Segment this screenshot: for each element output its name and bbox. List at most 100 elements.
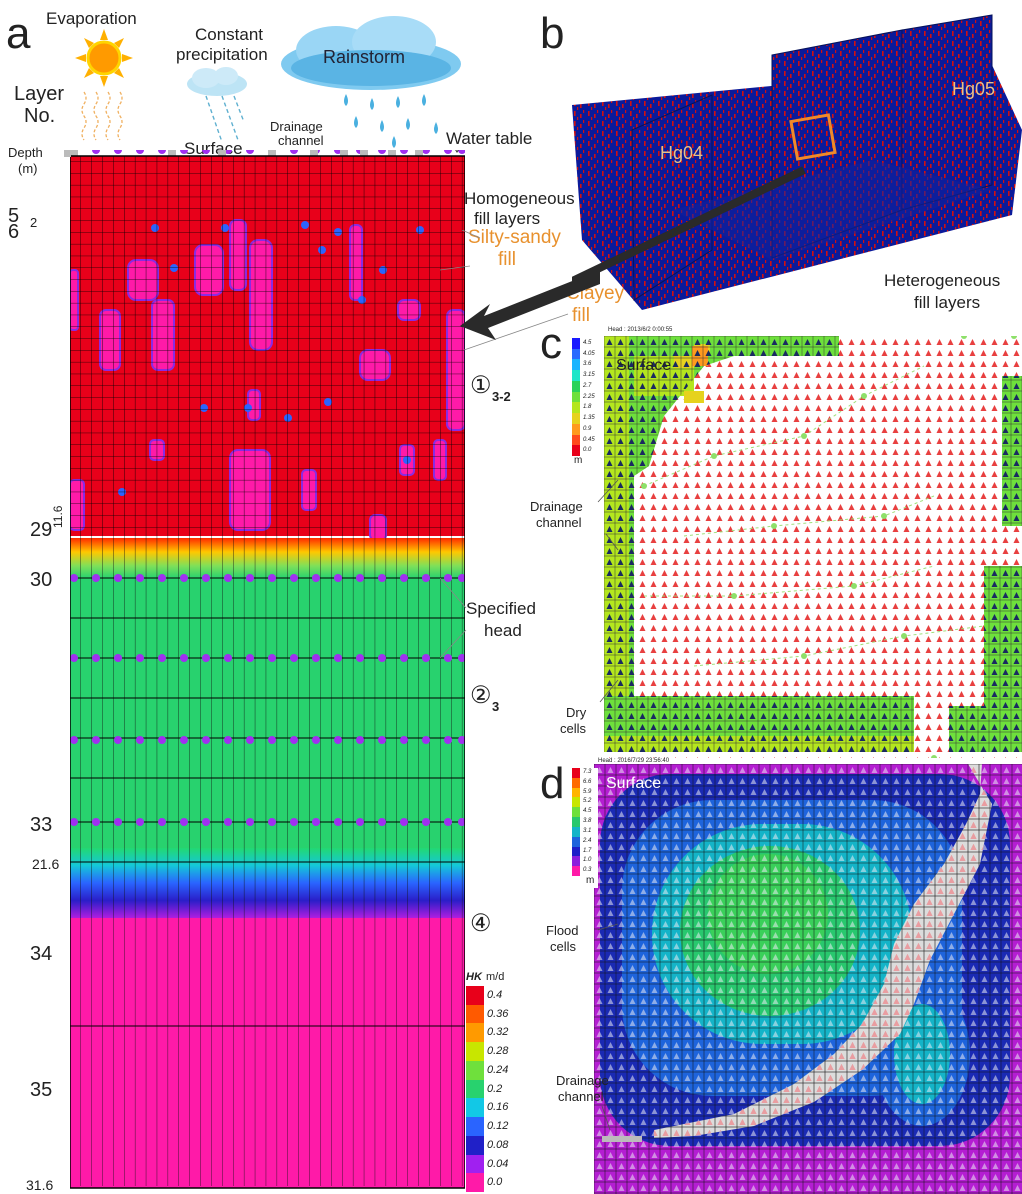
head-d-legend-swatch [572,836,580,847]
head-map-2016 [594,764,1022,1194]
evaporation-label: Evaporation [46,9,137,28]
head-c-legend: 4.5 4.05 3.6 3.15 2.7 2.25 1.8 1.35 0.9 0.45 0.0 m [572,338,604,468]
layer-code-2: ② [470,682,492,709]
hk-legend-swatch [466,1004,484,1024]
layer-no-label-1: Layer [14,83,65,105]
head-c-legend-swatch [572,338,580,349]
head-d-legend-value: 3.8 [583,818,592,825]
drainage-label-a-2: channel [278,133,324,148]
flood-cells-label-1: Flood [546,923,579,938]
layer-no-label-2: No. [24,105,56,127]
hk-legend-swatch [466,1117,484,1136]
clayey-label-2: fill [572,305,590,326]
hk-legend-swatch [466,1060,484,1080]
head-c-legend-swatch [572,359,580,371]
layer-code-1-sub: 3-2 [492,389,511,404]
head-c-legend-swatch [572,391,580,403]
hk-legend-swatch [466,986,484,1005]
water-table-label: Water table [446,129,533,148]
head-d-color-scale: 7.3 6.6 5.9 5.2 4.5 3.8 3.1 2.4 1.7 1.0 0.3 [572,768,598,876]
small-cloud-icon [187,67,247,143]
panel-a-label: a [6,9,31,58]
model-3d-view [572,14,1022,310]
arrow-b-to-a [460,270,600,340]
hk-legend-swatch [466,1135,484,1155]
surface-marker-left [64,150,71,157]
head-d-legend-swatch [572,787,580,798]
head-d-legend-swatch [572,826,580,837]
head-d-legend-swatch [572,846,580,857]
homogeneous-label-1: Homogeneous [464,189,575,208]
evaporation-wavy-lines [81,91,123,141]
head-d-legend-swatch [572,856,580,867]
depth-label-2: (m) [18,161,38,176]
hk-legend-value: 0.28 [487,1045,509,1058]
hk-legend-value: 0.04 [487,1157,509,1170]
head-d-legend-swatch [572,807,580,818]
hk-legend-value: 0.0 [487,1176,503,1189]
head-c-legend-swatch [572,348,580,360]
head-c-legend-swatch [572,445,580,456]
layer-number-29: 29 [30,519,53,541]
head-c-legend-swatch [572,402,580,414]
drainage-label-d-1: Drainage [556,1073,609,1088]
layer-number-5: 5 [8,205,20,227]
hg05-label: Hg05 [952,79,996,99]
silty-sandy-label-2: fill [498,249,516,270]
specified-head-label-2: head [484,621,522,640]
head-c-legend-swatch [572,423,580,435]
hk-legend-swatch [466,1098,484,1118]
homogeneous-label-2: fill layers [474,209,541,228]
panel-d-label: d [540,759,565,808]
layer-number-34: 34 [30,943,53,965]
hk-legend-value: 0.08 [487,1138,509,1151]
head-c-legend-value: 2.7 [583,382,592,389]
precipitation-label-2: precipitation [176,45,268,64]
hk-legend-swatch [466,1173,484,1192]
precipitation-label-1: Constant [194,25,264,44]
head-c-legend-swatch [572,434,580,446]
hk-legend-swatch [466,1042,484,1061]
hk-legend-value: 0.4 [487,989,503,1001]
head-c-legend-unit: m [574,455,583,466]
hk-legend-value: 0.36 [487,1007,509,1020]
leader-lines-d [597,923,619,1131]
panel-b-label: b [540,9,565,58]
hk-color-scale: 0.4 0.36 0.32 0.28 0.24 0.2 0.16 0.12 0.08 0.04 0.… [466,986,520,1192]
head-c-legend-value: 2.25 [583,393,595,400]
head-c-legend-value: 4.05 [583,350,595,357]
head-d-legend-value: 2.4 [583,837,592,844]
head-c-legend-swatch [572,413,580,424]
hk-legend-value: 0.2 [487,1082,503,1095]
head-c-header: Head : 2013/6/2 0:00:55 [608,327,673,333]
drainage-label-d-2: channel [558,1089,604,1104]
heterogeneous-label-1: Heterogeneous [884,271,1001,290]
dry-cells-label-1: Dry [566,705,587,720]
layer-number-30: 30 [30,569,53,591]
head-c-legend-value: 1.35 [583,415,595,422]
head-d-legend-value: 6.6 [583,778,592,785]
drainage-label-c-2: channel [536,515,582,530]
head-d-legend-value: 1.7 [583,847,592,854]
surface-label-d: Surface [606,775,662,792]
surface-label-c: Surface [616,357,672,374]
layer-number-33: 33 [30,814,53,836]
head-d-legend-swatch [572,866,580,876]
hk-legend-title: HK [466,971,482,983]
leader-lines-a [440,230,569,659]
flood-cells-label-2: cells [550,939,577,954]
drainage-label-c-1: Drainage [530,499,583,514]
hk-legend-value: 0.12 [487,1120,509,1133]
head-d-legend-swatch [572,768,580,778]
head-d-legend-value: 5.9 [583,788,592,795]
depth-11-6: 11.6 [51,505,65,528]
head-c-legend-value: 0.9 [583,425,592,432]
head-d-legend-unit: m [586,875,595,886]
specified-head-label-1: Specified [466,599,536,618]
head-d-legend-swatch [572,817,580,827]
layer-code-4: ④ [470,910,492,937]
sun-icon [75,29,133,87]
leader-lines-c [597,479,619,703]
head-d-legend-swatch [572,797,580,808]
head-c-legend-swatch [572,370,580,381]
